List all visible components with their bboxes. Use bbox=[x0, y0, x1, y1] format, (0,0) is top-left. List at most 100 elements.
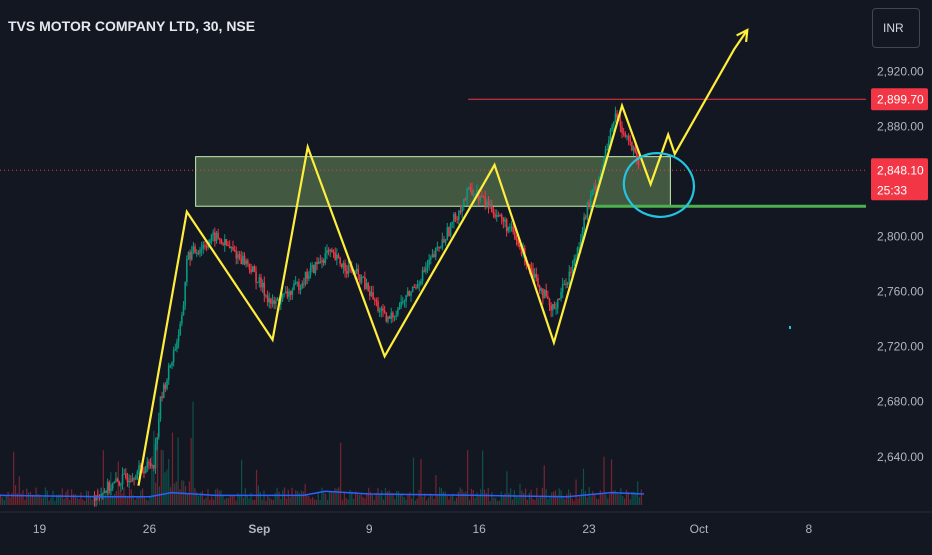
volume-bar bbox=[194, 488, 196, 505]
volume-bar bbox=[37, 494, 39, 505]
volume-bar bbox=[265, 500, 267, 505]
candle-body bbox=[413, 287, 416, 289]
candle-body bbox=[121, 474, 124, 485]
volume-bar bbox=[231, 495, 233, 505]
candle-body bbox=[240, 257, 243, 265]
candle-body bbox=[462, 198, 465, 206]
volume-bar bbox=[218, 490, 220, 505]
candle-body bbox=[443, 239, 445, 243]
candle-body bbox=[438, 246, 440, 249]
candle-body bbox=[342, 263, 345, 268]
volume-bar bbox=[59, 494, 61, 505]
candle-body bbox=[459, 210, 462, 213]
volume-bar bbox=[560, 490, 562, 505]
candle-body bbox=[125, 473, 127, 479]
candle-body bbox=[360, 277, 363, 283]
candle-body bbox=[275, 301, 277, 304]
volume-bar bbox=[283, 487, 286, 505]
candle-body bbox=[268, 298, 271, 303]
candle-body bbox=[454, 213, 457, 220]
candle-body bbox=[195, 252, 198, 254]
volume-bar bbox=[54, 500, 56, 505]
volume-bar bbox=[214, 489, 217, 505]
candle-body bbox=[202, 245, 205, 249]
volume-bar bbox=[553, 491, 555, 505]
candle-body bbox=[520, 246, 523, 254]
volume-bar bbox=[379, 493, 381, 505]
volume-bar bbox=[56, 494, 58, 505]
candle-body bbox=[359, 274, 361, 283]
volume-bar bbox=[427, 497, 430, 505]
volume-bar bbox=[595, 498, 598, 505]
candle-body bbox=[451, 221, 454, 224]
currency-button[interactable]: INR bbox=[872, 8, 920, 48]
candle-body bbox=[486, 201, 488, 205]
volume-bar bbox=[209, 499, 211, 505]
candle-body bbox=[604, 149, 607, 159]
symbol-title[interactable]: TVS MOTOR COMPANY LTD, 30, NSE bbox=[8, 18, 256, 34]
volume-bar bbox=[143, 497, 146, 505]
volume-bar bbox=[433, 499, 435, 505]
volume-bar bbox=[302, 491, 304, 505]
candle-body bbox=[388, 316, 391, 319]
volume-bar bbox=[489, 500, 491, 505]
volume-bar bbox=[104, 494, 106, 505]
volume-bar bbox=[151, 456, 153, 505]
volume-bar bbox=[20, 493, 22, 505]
candle-body bbox=[176, 341, 178, 350]
candle-body bbox=[103, 490, 106, 494]
candle-body bbox=[217, 232, 219, 239]
volume-bar bbox=[11, 493, 13, 505]
candle-body bbox=[431, 254, 434, 258]
volume-bar bbox=[102, 450, 104, 505]
volume-bar bbox=[319, 499, 321, 505]
volume-bar bbox=[452, 493, 454, 505]
volume-bar bbox=[347, 499, 349, 505]
volume-bar bbox=[272, 499, 274, 505]
volume-bar bbox=[455, 497, 458, 505]
volume-bar bbox=[16, 493, 19, 505]
candle-body bbox=[594, 186, 597, 191]
candle-body bbox=[609, 129, 612, 141]
resistance-price-tag bbox=[871, 88, 928, 111]
candle-body bbox=[547, 296, 549, 299]
candle-body bbox=[629, 138, 632, 142]
volume-bar bbox=[601, 493, 603, 505]
volume-bar bbox=[399, 493, 402, 505]
volume-bar bbox=[513, 490, 515, 505]
volume-bar bbox=[375, 492, 377, 505]
candle-body bbox=[154, 443, 157, 469]
volume-bar bbox=[196, 492, 198, 505]
candle-body bbox=[397, 309, 399, 315]
candle-body bbox=[464, 198, 467, 200]
candle-body bbox=[273, 300, 275, 304]
candle-body bbox=[369, 291, 371, 296]
candle-body bbox=[530, 267, 533, 270]
candle-body bbox=[153, 465, 155, 469]
candle-body bbox=[578, 247, 580, 249]
volume-bar bbox=[263, 490, 265, 505]
volume-bar bbox=[435, 475, 437, 505]
candle-body bbox=[555, 308, 557, 310]
y-tick-label: 2,680.00 bbox=[877, 395, 924, 409]
volume-bar bbox=[528, 492, 530, 505]
volume-bar bbox=[465, 491, 467, 505]
candle-body bbox=[469, 187, 472, 190]
volume-bar bbox=[610, 459, 613, 505]
volume-bar bbox=[405, 499, 407, 505]
volume-bar bbox=[297, 491, 299, 505]
volume-bar bbox=[39, 494, 41, 505]
volume-bar bbox=[26, 488, 28, 505]
candle-body bbox=[100, 493, 102, 498]
volume-bar bbox=[562, 495, 564, 505]
y-tick-label: 2,720.00 bbox=[877, 340, 924, 354]
candle-body bbox=[370, 292, 373, 296]
candle-body bbox=[416, 284, 419, 289]
candle-body bbox=[375, 300, 378, 302]
candle-body bbox=[256, 282, 259, 284]
volume-bar bbox=[229, 494, 231, 505]
candle-body bbox=[186, 258, 188, 283]
candle-body bbox=[410, 292, 412, 296]
